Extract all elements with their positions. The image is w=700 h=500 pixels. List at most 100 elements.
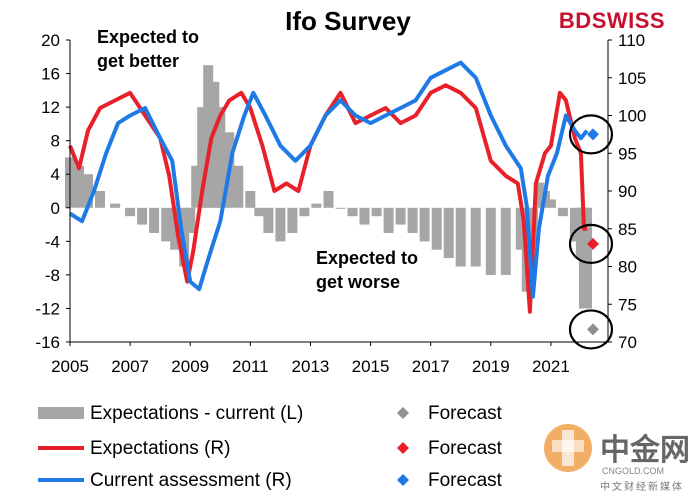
- bar-expectations-current: [533, 182, 544, 208]
- bar-expectations-current: [161, 207, 172, 242]
- bar-expectations-current: [110, 203, 121, 208]
- right-tick-label: 85: [618, 220, 637, 239]
- bdswiss-logo-swiss: SWISS: [592, 8, 665, 33]
- bdswiss-logo: BDSWISS: [559, 8, 665, 33]
- bar-expectations-current: [407, 207, 418, 233]
- legend-label: Expectations (R): [90, 438, 230, 459]
- legend-swatch-diamond: [397, 407, 409, 419]
- right-tick-label: 95: [618, 144, 637, 163]
- forecast-highlight-circle: [568, 114, 614, 155]
- right-tick-label: 75: [618, 295, 637, 314]
- legend-swatch-bar: [38, 407, 84, 419]
- bar-expectations-current: [359, 207, 370, 225]
- forecast-diamond: [586, 323, 599, 336]
- bar-expectations-current: [335, 207, 346, 209]
- bar-expectations-current: [191, 165, 202, 208]
- bar-expectations-current: [395, 207, 406, 225]
- bar-expectations-current: [500, 207, 511, 275]
- annotation-expected-worse: Expected to get worse: [316, 248, 418, 292]
- bar-expectations-current: [311, 203, 322, 208]
- legend-swatch-diamond: [397, 442, 409, 454]
- legend-swatch-diamond: [397, 474, 409, 486]
- x-tick-label: 2007: [111, 357, 149, 376]
- right-tick-label: 105: [618, 69, 646, 88]
- left-tick-label: -16: [35, 333, 60, 352]
- bar-expectations-current: [209, 81, 220, 208]
- bar-expectations-current: [455, 207, 466, 267]
- bar-expectations-current: [263, 207, 274, 233]
- forecast-highlight-circle: [568, 223, 614, 264]
- bar-expectations-current: [137, 207, 148, 225]
- legend-label: Forecast: [428, 403, 503, 424]
- bar-expectations-current: [470, 207, 481, 267]
- bar-expectations-current: [443, 207, 454, 259]
- annotation-worse-line2: get worse: [316, 272, 400, 292]
- bar-expectations-current: [569, 207, 580, 242]
- bar-expectations-current: [485, 207, 496, 275]
- x-tick-label: 2009: [171, 357, 209, 376]
- bar-expectations-current: [557, 207, 568, 217]
- annotation-better-line1: Expected to: [97, 27, 199, 47]
- right-tick-label: 90: [618, 182, 637, 201]
- left-tick-label: 0: [51, 199, 60, 218]
- cngold-cn: 中金网: [600, 433, 690, 467]
- annotation-expected-better: Expected to get better: [97, 27, 199, 71]
- cngold-logo-icon: [544, 424, 592, 472]
- svg-text:BDSWISS: BDSWISS: [559, 8, 665, 33]
- bar-expectations-current: [95, 191, 105, 208]
- right-tick-label: 70: [618, 333, 637, 352]
- bar-expectations-current: [215, 107, 226, 208]
- right-tick-label: 100: [618, 107, 646, 126]
- cngold-watermark: 中金网 CNGOLD.COM 中文财经新媒体: [544, 424, 690, 493]
- left-tick-label: 8: [51, 132, 60, 151]
- legend: Expectations - current (L) Forecast Expect…: [38, 403, 503, 491]
- cngold-domain: CNGOLD.COM: [602, 466, 664, 476]
- bar-expectations-current: [149, 207, 160, 233]
- left-tick-label: -12: [35, 299, 60, 318]
- bar-expectations-current: [254, 207, 265, 217]
- chart-title: Ifo Survey: [285, 6, 411, 36]
- right-tick-label: 80: [618, 258, 637, 277]
- axes: 20 16 12 8 4 0 -4 -8 -12 -16 110 105 100 95 90 85 80 75 70…: [35, 31, 646, 376]
- x-tick-label: 2021: [532, 357, 570, 376]
- x-tick-label: 2015: [352, 357, 390, 376]
- bar-expectations-current: [545, 199, 556, 208]
- x-tick-label: 2011: [232, 357, 269, 376]
- x-tick-label: 2005: [51, 357, 89, 376]
- x-tick-label: 2017: [412, 357, 450, 376]
- bar-expectations-current: [371, 207, 382, 217]
- line-expectations: [68, 83, 587, 314]
- bar-expectations-current: [74, 165, 84, 208]
- annotation-worse-line1: Expected to: [316, 248, 418, 268]
- bar-expectations-current: [233, 165, 244, 208]
- bar-expectations-current: [383, 207, 394, 233]
- bdswiss-logo-bd: BD: [559, 8, 592, 33]
- bar-expectations-current: [347, 207, 358, 217]
- left-tick-label: 12: [41, 98, 60, 117]
- annotation-better-line2: get better: [97, 51, 179, 71]
- bar-expectations-current: [582, 207, 592, 309]
- forecast-diamond: [586, 237, 599, 250]
- bar-expectations-current: [245, 191, 256, 208]
- x-tick-label: 2019: [472, 357, 510, 376]
- legend-label: Forecast: [428, 438, 503, 459]
- chart-title-group: Ifo Survey: [285, 6, 411, 36]
- bar-expectations-current: [419, 207, 430, 242]
- bar-expectations-current: [197, 107, 208, 208]
- cngold-sub: 中文财经新媒体: [600, 480, 684, 493]
- bar-expectations-current: [203, 65, 214, 208]
- bar-expectations-current: [185, 207, 196, 233]
- bar-expectations-current: [299, 207, 310, 217]
- left-tick-label: -4: [45, 232, 60, 251]
- line-current-assessment: [68, 60, 589, 299]
- bar-expectations-current: [323, 191, 334, 208]
- bar-expectations-current: [275, 207, 286, 242]
- x-tick-label: 2013: [292, 357, 330, 376]
- left-tick-label: 20: [41, 31, 60, 50]
- forecast-diamond: [586, 128, 599, 141]
- legend-label: Forecast: [428, 470, 503, 491]
- right-tick-label: 110: [618, 31, 645, 50]
- legend-label: Expectations - current (L): [90, 403, 303, 424]
- bar-expectations-current: [515, 207, 526, 250]
